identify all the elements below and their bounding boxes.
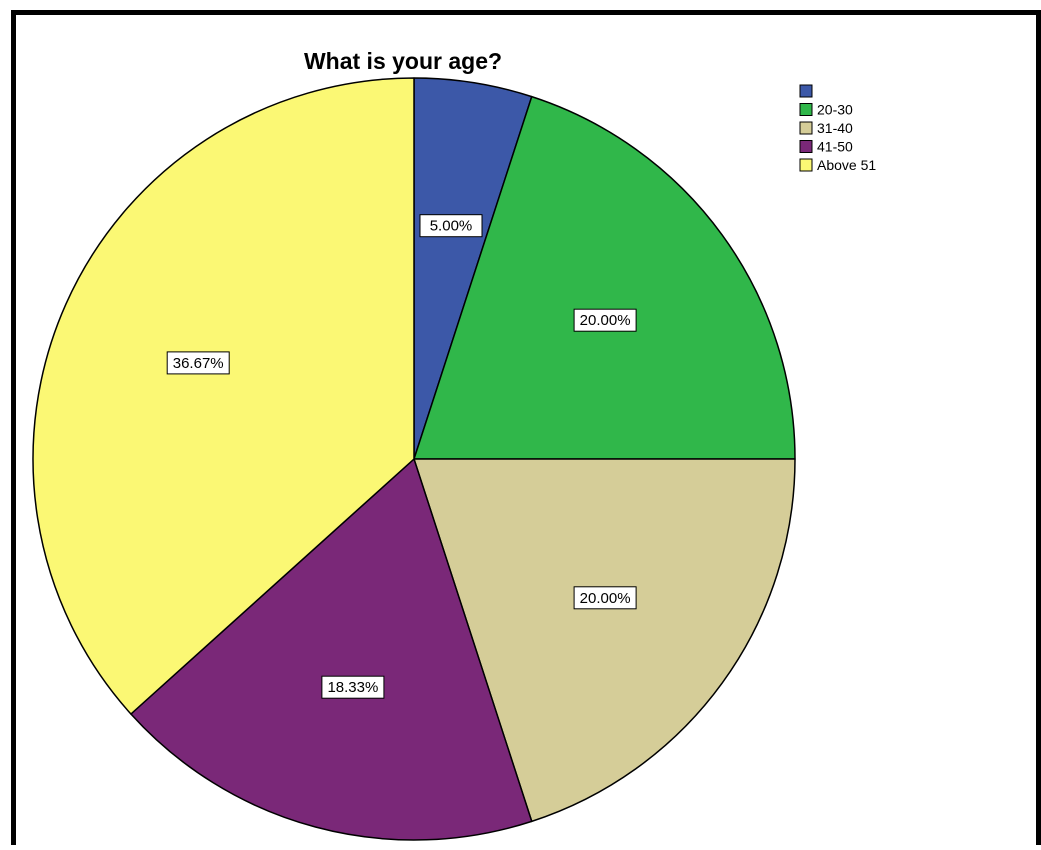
- slice-value-text: 20.00%: [580, 590, 631, 607]
- slice-value-label: 36.67%: [166, 351, 230, 375]
- slice-value-label: 20.00%: [573, 308, 637, 332]
- slice-value-text: 18.33%: [327, 679, 378, 696]
- legend-swatch: [799, 84, 813, 98]
- pie-slice-above-51: [32, 77, 415, 715]
- slice-value-label: 20.00%: [573, 586, 637, 610]
- slice-value-box: [573, 308, 637, 332]
- slice-value-box: [573, 586, 637, 610]
- pie-slices: [32, 77, 796, 841]
- pie-chart: What is your age? 5.00% 20.00% 20.00% 18.33…: [32, 48, 876, 841]
- pie-slice-20-30: [413, 95, 796, 460]
- chart-frame: What is your age? 5.00% 20.00% 20.00% 18.33…: [11, 10, 1041, 845]
- slice-value-text: 36.67%: [173, 355, 224, 372]
- legend-swatch: [799, 103, 813, 116]
- legend-swatch: [799, 121, 813, 135]
- slice-value-box: [166, 351, 230, 375]
- legend-swatch: [799, 158, 813, 172]
- slice-value-text: 5.00%: [430, 218, 473, 235]
- slice-value-text: 20.00%: [580, 312, 631, 329]
- pie-slice-41-50: [130, 458, 533, 841]
- pie-slice-31-40: [413, 458, 796, 823]
- chart-title: What is your age?: [304, 48, 502, 74]
- slice-value-box: [321, 675, 385, 699]
- legend-swatch: [799, 140, 813, 153]
- legend: 20-30 31-40 41-50 Above 51: [799, 84, 876, 173]
- slice-value-label: 5.00%: [419, 214, 483, 238]
- pie-slice-labels: 5.00% 20.00% 20.00% 18.33% 36.67%: [166, 214, 637, 699]
- slice-value-label: 18.33%: [321, 675, 385, 699]
- slice-value-box: [419, 214, 483, 238]
- legend-label: Above 51: [817, 157, 876, 173]
- legend-label: 20-30: [817, 102, 853, 118]
- legend-label: 31-40: [817, 120, 853, 136]
- legend-label: 41-50: [817, 139, 853, 155]
